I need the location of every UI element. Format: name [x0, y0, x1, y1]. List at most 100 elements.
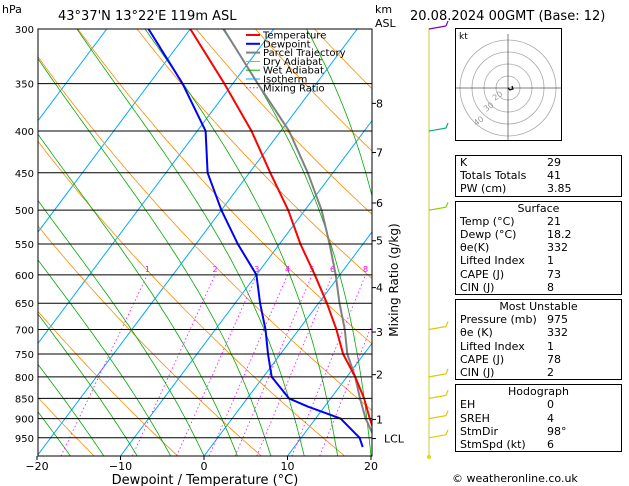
- isotherm-line: [120, 119, 372, 456]
- altitude-tick-label: 4: [376, 282, 383, 295]
- mixing-ratio-line: [176, 274, 258, 456]
- mixing-ratio-line: [256, 274, 333, 456]
- wind-barb: [445, 122, 449, 129]
- surface-cape-row: CAPE (J) 73: [460, 267, 561, 281]
- hodograph-stats-box: Hodograph EH 0 SREH 4 StmDir 98° StmSpd (kt…: [455, 384, 622, 453]
- copyright-footer: © weatheronline.co.uk: [452, 472, 578, 485]
- wind-barb: [428, 127, 447, 132]
- wet-adiabat-line: [38, 58, 272, 456]
- altitude-tick-label: 8: [376, 97, 383, 110]
- wind-barb: [445, 410, 449, 416]
- location-title: 43°37'N 13°22'E 119m ASL: [58, 9, 237, 24]
- legend-label: Isotherm: [263, 75, 307, 86]
- isotherm-line: [622, 29, 629, 456]
- temperature-tick-label: 0: [201, 460, 208, 473]
- wet-adiabat-line: [38, 133, 238, 456]
- mixing-ratio-label: 1: [145, 265, 150, 274]
- sreh-row: SREH 4: [460, 411, 554, 425]
- wind-barb: [445, 20, 449, 27]
- altitude-tick-label: 1: [376, 413, 383, 426]
- mu-thetae-row: θe (K) 332: [460, 326, 568, 340]
- temperature-tick-label: 20: [364, 460, 378, 473]
- isotherm-line: [287, 342, 372, 456]
- dry-adiabat-line: [0, 29, 11, 456]
- pw-row: PW (cm) 3.85: [460, 182, 572, 196]
- surface-thetae-row: θe(K) 332: [460, 241, 568, 255]
- stmdir-row: StmDir 98°: [460, 424, 567, 438]
- wind-barb: [428, 206, 447, 211]
- mixing-ratio-label: 6: [330, 265, 335, 274]
- hodograph: kt 20 30 40: [455, 28, 562, 141]
- mixing-ratio-line: [60, 274, 148, 456]
- surface-dewp-row: Dewp (°C) 18.2: [460, 228, 572, 242]
- legend-label: Wet Adiabat: [263, 66, 324, 77]
- totals-totals-row: Totals Totals 41: [460, 169, 561, 183]
- legend-label: Dry Adiabat: [263, 57, 322, 68]
- pressure-tick-label: 350: [15, 80, 34, 91]
- wind-barb: [428, 394, 447, 399]
- pressure-tick-label: 800: [15, 373, 34, 384]
- eh-row: EH 0: [460, 398, 554, 412]
- isotherm-line: [203, 231, 372, 456]
- surface-cin-row: CIN (J) 8: [460, 280, 554, 294]
- dry-adiabat-line: [38, 310, 178, 456]
- mixing-ratio-line: [208, 274, 288, 456]
- x-axis-title: Dewpoint / Temperature (°C): [112, 473, 299, 486]
- surface-li-row: Lifted Index 1: [460, 254, 554, 268]
- isotherm-line: [38, 29, 191, 233]
- pressure-tick-label: 750: [15, 350, 34, 361]
- mu-cin-row: CIN (J) 2: [460, 366, 554, 380]
- mixing-ratio-label: 3: [254, 265, 259, 274]
- wind-barb: [428, 373, 447, 378]
- hodograph-trace: [507, 85, 514, 91]
- indices-box: K 29 Totals Totals 41 PW (cm) 3.85: [455, 155, 622, 197]
- altitude-tick-label: 3: [376, 326, 383, 339]
- pressure-tick-label: 900: [15, 415, 34, 426]
- mixing-ratio-label: 4: [285, 265, 290, 274]
- surface-box: Surface Temp (°C) 21 Dewp (°C) 18.2 θe(K) 3…: [455, 200, 622, 296]
- hodograph-unit: kt: [459, 32, 468, 42]
- wet-adiabat-line: [38, 411, 71, 456]
- pressure-tick-label: 300: [15, 25, 34, 36]
- wind-barb: [445, 368, 449, 375]
- surface-title: Surface: [517, 201, 560, 215]
- mixing-ratio-line: [291, 274, 366, 456]
- km-label: km: [375, 3, 392, 16]
- datetime-title: 20.08.2024 00GMT (Base: 12): [410, 9, 605, 24]
- wet-adiabat-line: [306, 29, 372, 198]
- pressure-tick-label: 550: [15, 240, 34, 251]
- dry-adiabat-line: [195, 29, 372, 215]
- temperature-tick-label: −10: [109, 460, 132, 473]
- dry-adiabat-line: [136, 29, 372, 280]
- wind-barb: [428, 325, 447, 331]
- mixing-ratio-label: 15: [436, 265, 446, 274]
- isotherm-line: [38, 29, 108, 122]
- legend-label: Temperature: [262, 31, 326, 42]
- dewpoint-line: [147, 29, 364, 448]
- wet-adiabat-line: [38, 313, 138, 456]
- mu-li-row: Lifted Index 1: [460, 339, 554, 353]
- wind-barb: [445, 429, 449, 436]
- pressure-tick-label: 850: [15, 394, 34, 405]
- hodograph-stats-title: Hodograph: [508, 385, 569, 399]
- legend-label: Dewpoint: [263, 39, 311, 50]
- lcl-label: LCL: [384, 433, 405, 446]
- most-unstable-title: Most Unstable: [499, 300, 578, 314]
- asl-label: ASL: [375, 17, 397, 30]
- mu-cape-row: CAPE (J) 78: [460, 352, 561, 366]
- temperature-tick-label: 10: [281, 460, 295, 473]
- mixing-ratio-line: [131, 274, 216, 456]
- altitude-tick-label: 6: [376, 197, 383, 210]
- dry-adiabat-line: [38, 396, 95, 456]
- k-index-row: K 29: [460, 156, 561, 169]
- pressure-tick-label: 450: [15, 169, 34, 180]
- temperature-tick-label: −20: [25, 460, 48, 473]
- legend-label: Parcel Trajectory: [263, 48, 346, 59]
- wind-barb: [445, 321, 449, 327]
- mixing-ratio-axis-title: Mixing Ratio (g/kg): [387, 223, 401, 336]
- isotherm-line: [38, 29, 275, 345]
- wind-barb: [428, 415, 447, 420]
- mixing-ratio-label: 2: [212, 265, 217, 274]
- pressure-tick-label: 700: [15, 326, 34, 337]
- mixing-ratio-line: [234, 274, 313, 456]
